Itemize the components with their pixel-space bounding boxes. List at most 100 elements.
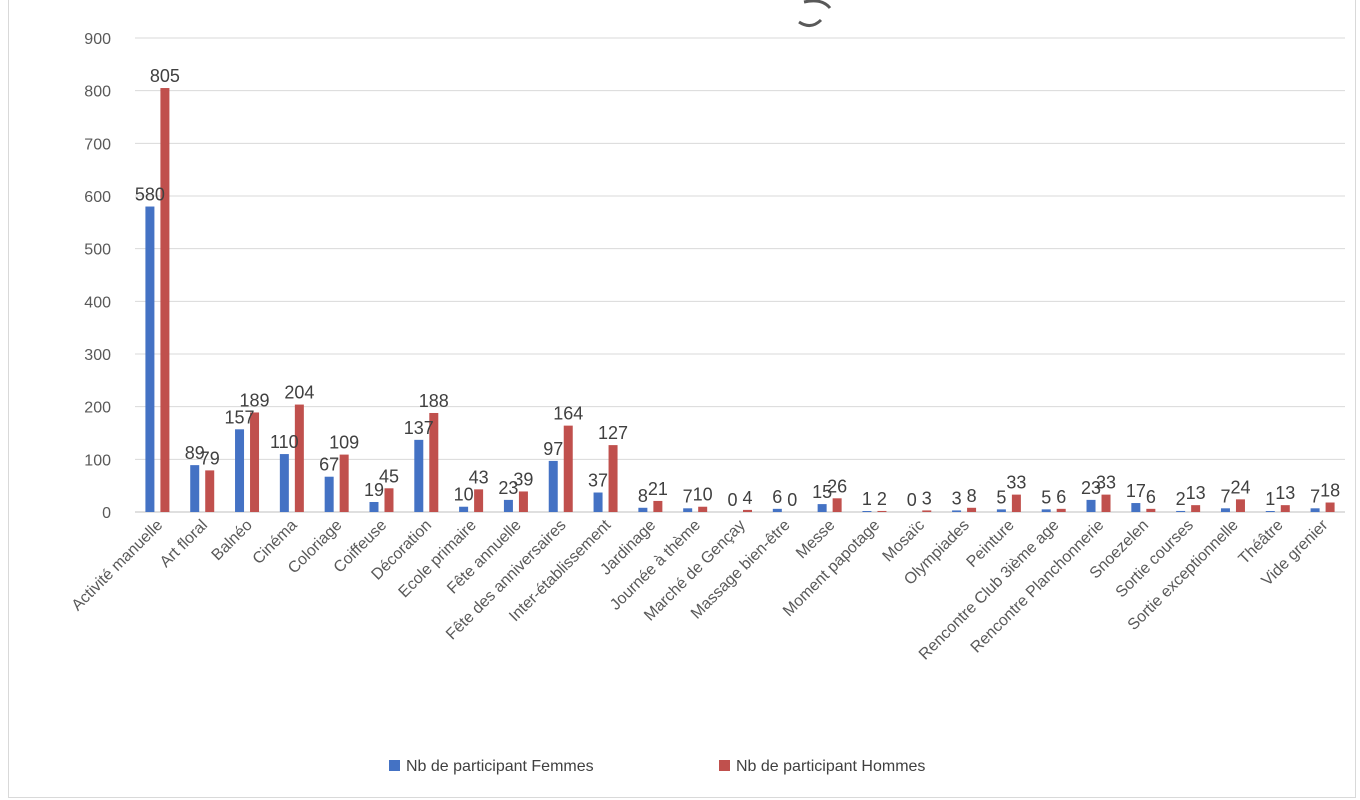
y-tick-label: 700	[84, 136, 111, 153]
data-label: 3	[952, 488, 962, 508]
bar-femmes	[1086, 499, 1096, 512]
bar-femmes	[952, 510, 962, 512]
data-label: 0	[727, 490, 737, 510]
data-label: 13	[1186, 483, 1206, 503]
data-label: 23	[498, 478, 518, 498]
bar-femmes	[593, 492, 603, 512]
bar-hommes	[339, 454, 349, 512]
data-label: 7	[1220, 486, 1230, 506]
bar-hommes	[1146, 508, 1156, 512]
chart-title-fragment	[798, 0, 832, 27]
data-label: 1	[862, 489, 872, 509]
bar-hommes	[743, 509, 752, 512]
bar-femmes	[414, 439, 424, 512]
bar-hommes	[832, 498, 842, 512]
bar-femmes	[638, 507, 648, 512]
data-label: 37	[588, 471, 608, 491]
bar-hommes	[384, 488, 394, 512]
data-label: 8	[967, 486, 977, 506]
data-label: 7	[683, 486, 693, 506]
bar-femmes	[996, 509, 1006, 512]
data-label: 97	[543, 439, 563, 459]
data-label: 6	[1146, 487, 1156, 507]
bar-hommes	[205, 470, 215, 512]
bar-femmes	[1131, 503, 1141, 512]
legend-swatch-hommes	[719, 760, 730, 771]
x-tick-label: Sortie courses	[1113, 517, 1197, 601]
data-label: 17	[1126, 481, 1146, 501]
bar-hommes	[608, 445, 618, 512]
bar-femmes	[548, 460, 558, 512]
data-label: 137	[404, 418, 434, 438]
data-label: 5	[996, 487, 1006, 507]
data-label: 8	[638, 486, 648, 506]
x-tick-label: Balnéo	[209, 517, 256, 564]
data-label: 39	[513, 469, 533, 489]
y-tick-label: 500	[84, 242, 111, 259]
y-tick-label: 800	[84, 84, 111, 101]
bar-femmes	[817, 504, 827, 512]
data-label: 5	[1041, 487, 1051, 507]
y-tick-label: 900	[84, 31, 111, 48]
data-label: 805	[150, 66, 180, 86]
data-label: 79	[200, 448, 220, 468]
bar-hommes	[877, 510, 887, 512]
legend-label-hommes: Nb de participant Hommes	[736, 758, 925, 775]
x-tick-label: Art floral	[157, 517, 211, 571]
legend-swatch-femmes	[389, 760, 400, 771]
bar-femmes	[1310, 508, 1320, 512]
data-label: 7	[1310, 486, 1320, 506]
data-label: 580	[135, 185, 165, 205]
data-label: 24	[1230, 477, 1250, 497]
data-label: 6	[772, 487, 782, 507]
data-label: 18	[1320, 481, 1340, 501]
gridlines	[135, 37, 1345, 513]
data-label: 164	[553, 404, 583, 424]
bar-hommes	[698, 506, 708, 512]
bars	[145, 88, 1335, 513]
bar-femmes	[369, 501, 379, 512]
data-label: 89	[185, 443, 205, 463]
data-label: 110	[270, 432, 299, 452]
data-label: 4	[742, 488, 752, 508]
data-label: 13	[1275, 483, 1295, 503]
y-tick-label: 200	[84, 400, 111, 417]
bar-hommes	[1011, 494, 1021, 512]
y-tick-label: 0	[102, 505, 111, 522]
data-label: 33	[1006, 473, 1026, 493]
data-label: 33	[1096, 473, 1116, 493]
y-tick-label: 400	[84, 294, 111, 311]
bar-hommes	[1325, 502, 1335, 512]
data-label: 3	[922, 488, 932, 508]
bar-hommes	[1235, 499, 1245, 512]
data-label: 0	[907, 490, 917, 510]
bar-hommes	[250, 412, 260, 512]
bar-femmes	[145, 206, 155, 513]
bar-femmes	[1220, 508, 1230, 512]
data-label: 1	[1265, 489, 1275, 509]
y-axis: 0 100 200 300 400 500 600 700 800 900	[84, 31, 111, 522]
data-label: 2	[877, 489, 887, 509]
data-label: 109	[329, 433, 359, 453]
data-label: 15	[812, 482, 832, 502]
data-label: 204	[284, 383, 314, 403]
bar-femmes	[459, 506, 469, 512]
data-label: 23	[1081, 478, 1101, 498]
bar-femmes	[503, 499, 513, 512]
data-label: 67	[319, 455, 339, 475]
bar-femmes	[1176, 510, 1186, 512]
bar-femmes	[324, 476, 334, 512]
y-tick-label: 300	[84, 347, 111, 364]
data-label: 45	[379, 466, 399, 486]
data-label: 43	[469, 467, 489, 487]
data-label: 0	[787, 490, 797, 510]
y-tick-label: 100	[84, 452, 111, 469]
bar-hommes	[563, 425, 573, 512]
bar-femmes	[190, 465, 200, 512]
bar-hommes	[160, 88, 170, 513]
chart-frame: 0 100 200 300 400 500 600 700 800 900 580 805 89 79 1…	[8, 0, 1356, 798]
data-label: 2	[1176, 489, 1186, 509]
data-label: 127	[598, 423, 628, 443]
